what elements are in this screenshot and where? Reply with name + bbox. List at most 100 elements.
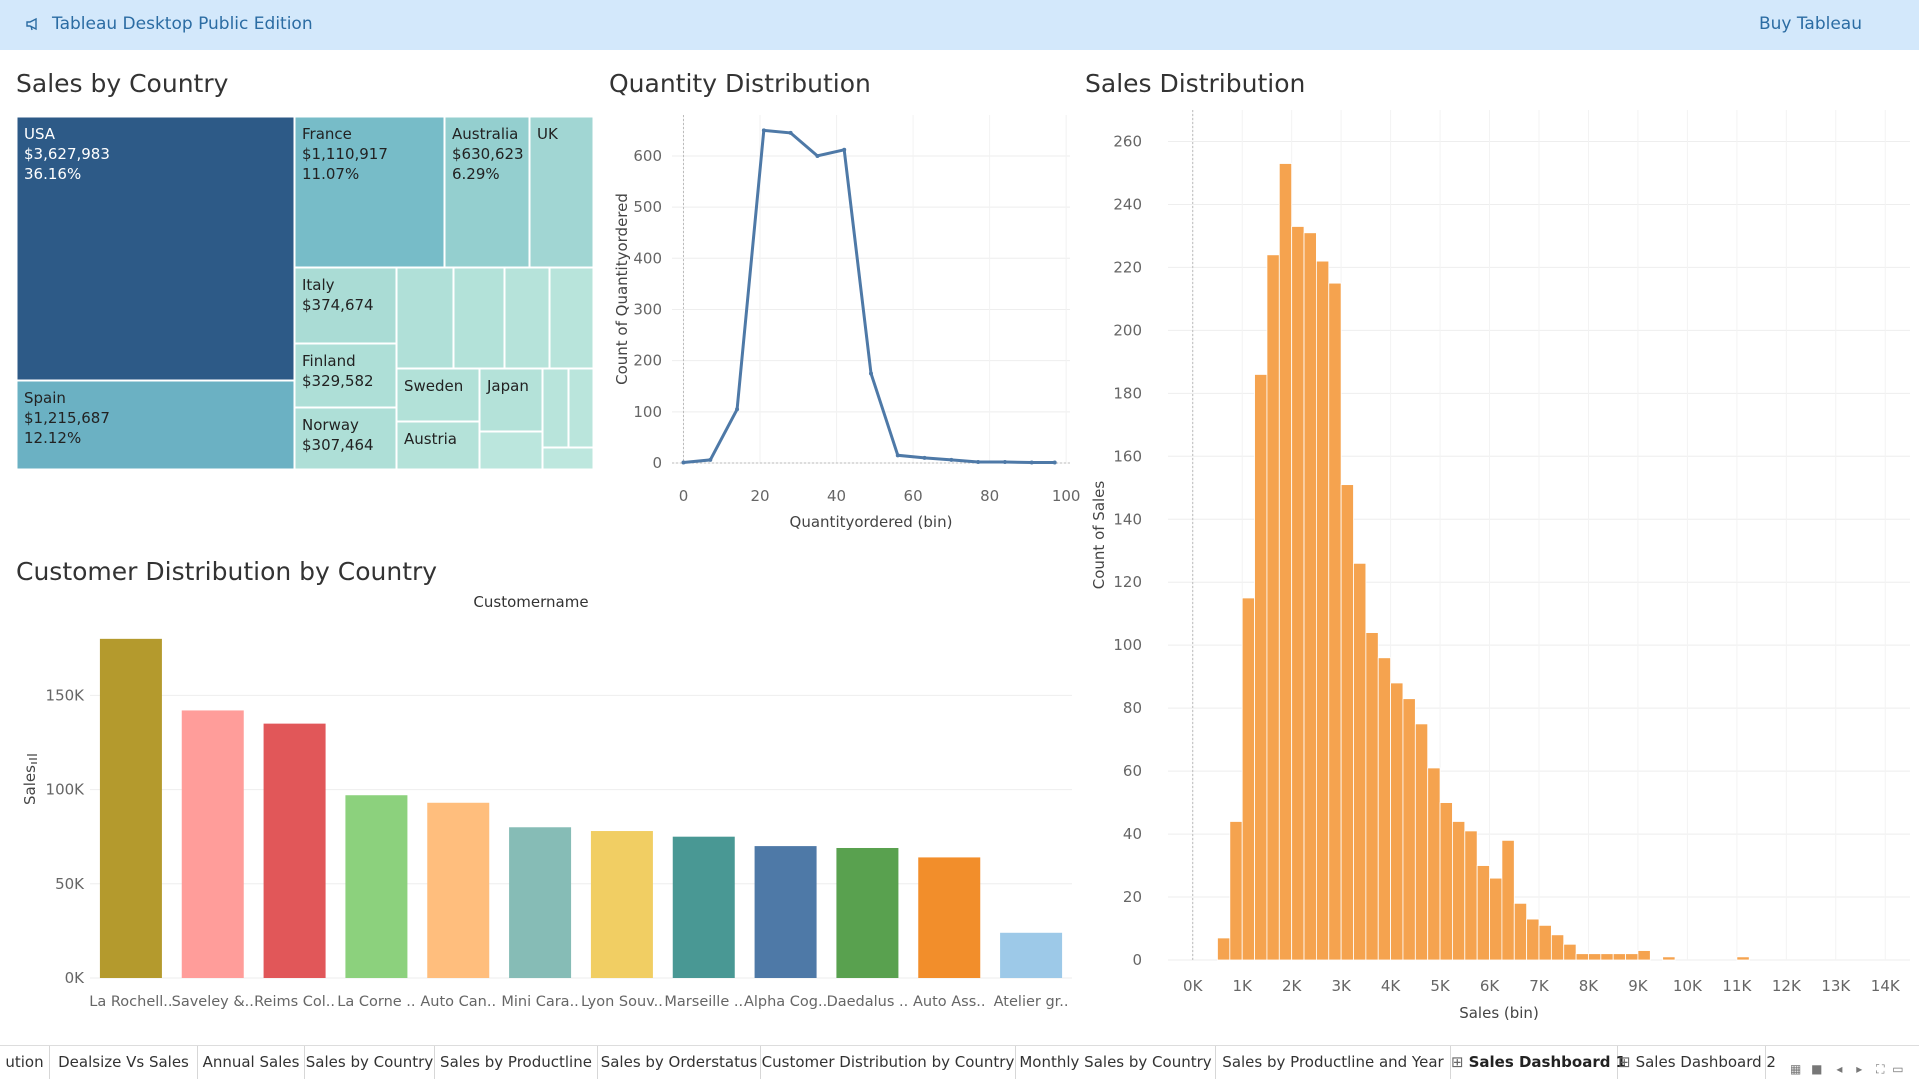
sales-bin-bar[interactable] [1291, 226, 1305, 961]
treemap-cell-norway[interactable]: Norway $307,464 [294, 407, 397, 470]
sheet-tab[interactable]: Sales by Country [305, 1046, 435, 1079]
treemap-cell-uk[interactable]: UK [529, 116, 594, 268]
sheet-tab[interactable]: Sales by Productline [435, 1046, 598, 1079]
sales-bin-bar[interactable] [1513, 902, 1528, 961]
fullscreen-icon[interactable]: ⛶ [1876, 1062, 1885, 1076]
treemap-cell-italy[interactable]: Italy $374,674 [294, 267, 397, 344]
sales-by-country-treemap[interactable]: USA $3,627,983 36.16% Spain $1,215,687 12.12%… [0, 0, 600, 480]
sales-bin-bar[interactable] [1563, 943, 1577, 961]
sales-bin-bar[interactable] [1588, 953, 1602, 961]
quantity-point[interactable] [922, 455, 927, 460]
sales-bin-bar[interactable] [1439, 802, 1453, 961]
customer-bar[interactable] [672, 836, 735, 978]
sales-bin-bar[interactable] [1736, 956, 1750, 961]
sales-bin-bar[interactable] [1526, 918, 1540, 961]
customer-distribution-chart[interactable]: Customername 0K 50K 100K 150K La Rochell.. Sav… [0, 590, 1080, 1010]
sales-bin-bar[interactable] [1377, 657, 1392, 961]
sales-bin-bar[interactable] [1550, 934, 1565, 961]
customer-bar[interactable] [836, 847, 899, 978]
sales-distribution-chart[interactable]: 0 20 40 60 80 100 120 140 160 180 200 220 240 260 0K 1K… [1080, 100, 1919, 1040]
sales-bin-bar[interactable] [1328, 282, 1342, 961]
sales-bin-bar[interactable] [1575, 953, 1589, 961]
treemap-cell-finland[interactable]: Finland $329,582 [294, 343, 397, 408]
quantity-point[interactable] [681, 460, 686, 465]
treemap-cell-other[interactable] [396, 267, 454, 369]
buy-tableau-link[interactable]: Buy Tableau [1758, 14, 1862, 34]
sales-bin-bar[interactable] [1625, 953, 1639, 961]
customer-bar[interactable] [754, 846, 817, 978]
quantity-distribution-chart[interactable]: 0 100 200 300 400 500 600 0 20 40 60 80 100 Quantityo… [600, 100, 1080, 540]
sales-bin-bar[interactable] [1365, 632, 1379, 961]
quantity-series-line[interactable] [683, 128, 1055, 464]
sales-bin-bar[interactable] [1241, 597, 1255, 961]
customer-bar[interactable] [99, 638, 162, 978]
sales-bin-bar[interactable] [1538, 924, 1552, 961]
quantity-point[interactable] [761, 128, 766, 133]
customer-bar[interactable] [1000, 932, 1063, 978]
treemap-cell-other[interactable] [479, 431, 543, 470]
sales-bin-bar[interactable] [1229, 821, 1243, 961]
sales-bin-bar[interactable] [1427, 767, 1441, 961]
quantity-point[interactable] [842, 147, 847, 152]
customer-bar[interactable] [181, 710, 244, 978]
quantity-point[interactable] [895, 453, 900, 458]
treemap-cell-other[interactable] [504, 267, 550, 369]
customer-bar[interactable] [509, 827, 572, 978]
quantity-point[interactable] [735, 407, 740, 412]
customer-bar[interactable] [918, 857, 981, 978]
sheet-tab[interactable]: Monthly Sales by Country [1016, 1046, 1216, 1079]
sales-bin-bar[interactable] [1402, 698, 1416, 961]
next-tab-icon[interactable]: ▸ [1856, 1062, 1863, 1076]
sales-bin-bar[interactable] [1501, 839, 1515, 961]
sales-bin-bar[interactable] [1315, 260, 1330, 961]
sheet-tab[interactable]: Dealsize Vs Sales [50, 1046, 198, 1079]
sales-bin-bar[interactable] [1464, 830, 1478, 961]
customer-bar[interactable] [590, 831, 653, 978]
sales-bin-bar[interactable] [1476, 865, 1490, 961]
sheet-tab[interactable]: ⊞ Sales Dashboard 2 [1618, 1046, 1776, 1079]
treemap-cell-other[interactable] [542, 447, 594, 470]
prev-tab-icon[interactable]: ◂ [1836, 1062, 1843, 1076]
treemap-cell-other[interactable] [568, 368, 594, 448]
quantity-point[interactable] [1029, 460, 1034, 465]
sales-bin-bar[interactable] [1340, 484, 1354, 961]
sales-bin-bar[interactable] [1390, 682, 1404, 961]
sort-icon[interactable] [27, 754, 37, 764]
treemap-cell-other[interactable] [549, 267, 594, 369]
sales-bin-bar[interactable] [1254, 374, 1268, 961]
treemap-cell-france[interactable]: France $1,110,917 11.07% [294, 116, 445, 268]
sheet-tab[interactable]: Sales by Productline and Year [1216, 1046, 1451, 1079]
customer-bar[interactable] [345, 795, 408, 978]
treemap-cell-sweden[interactable]: Sweden [396, 368, 480, 422]
sales-bin-bar[interactable] [1353, 562, 1367, 961]
treemap-cell-spain[interactable]: Spain $1,215,687 12.12% [16, 380, 295, 470]
treemap-cell-other[interactable] [542, 368, 569, 448]
sheet-tab[interactable]: Customer Distribution by Country [761, 1046, 1016, 1079]
sales-bin-bar[interactable] [1303, 232, 1317, 961]
treemap-cell-usa[interactable]: USA $3,627,983 36.16% [16, 116, 295, 381]
sheet-tab[interactable]: Sales by Orderstatus [598, 1046, 761, 1079]
treemap-cell-austria[interactable]: Austria [396, 421, 480, 470]
quantity-point[interactable] [1052, 460, 1057, 465]
sheet-tab[interactable]: Annual Sales [198, 1046, 305, 1079]
sales-bin-bar[interactable] [1452, 821, 1466, 961]
customer-bar[interactable] [263, 723, 326, 978]
sheet-tab[interactable]: ution [0, 1046, 50, 1079]
quantity-point[interactable] [949, 457, 954, 462]
tab-navigation-controls[interactable]: ▦ ■ ◂ ▸ ⛶ ▭ [1790, 1062, 1904, 1077]
quantity-point[interactable] [788, 130, 793, 135]
quantity-point[interactable] [815, 153, 820, 158]
customer-bar[interactable] [427, 802, 490, 978]
sales-bin-bar[interactable] [1637, 950, 1651, 961]
sales-bin-bar[interactable] [1217, 937, 1231, 961]
sales-bin-bar[interactable] [1266, 254, 1280, 961]
quantity-point[interactable] [976, 459, 981, 464]
treemap-cell-other[interactable] [453, 267, 505, 369]
present-icon[interactable]: ▭ [1892, 1062, 1904, 1076]
treemap-cell-australia[interactable]: Australia $630,623 6.29% [444, 116, 530, 268]
treemap-cell-japan[interactable]: Japan [479, 368, 543, 432]
sales-bin-bar[interactable] [1600, 953, 1614, 961]
sales-bin-bar[interactable] [1612, 953, 1626, 961]
grid-view-icon[interactable]: ▦ [1790, 1062, 1802, 1076]
sales-bin-bar[interactable] [1414, 723, 1429, 961]
